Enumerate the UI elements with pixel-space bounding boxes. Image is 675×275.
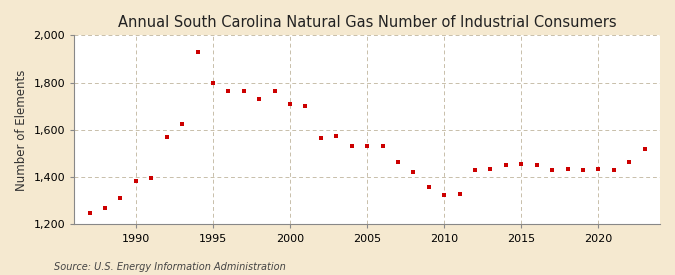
Point bbox=[238, 89, 249, 93]
Point bbox=[408, 170, 418, 175]
Point bbox=[454, 191, 465, 196]
Text: Source: U.S. Energy Information Administration: Source: U.S. Energy Information Administ… bbox=[54, 262, 286, 272]
Point bbox=[639, 147, 650, 151]
Point bbox=[439, 193, 450, 197]
Point bbox=[146, 176, 157, 181]
Point bbox=[578, 168, 589, 172]
Point bbox=[254, 97, 265, 101]
Point bbox=[470, 168, 481, 172]
Point bbox=[377, 144, 388, 149]
Point bbox=[593, 167, 603, 171]
Point bbox=[331, 134, 342, 138]
Point bbox=[531, 163, 542, 167]
Point bbox=[192, 50, 203, 54]
Point bbox=[315, 136, 326, 140]
Point bbox=[500, 163, 511, 167]
Point bbox=[547, 168, 558, 172]
Point bbox=[269, 89, 280, 93]
Point bbox=[346, 144, 357, 149]
Point bbox=[485, 167, 496, 171]
Point bbox=[300, 104, 311, 108]
Point bbox=[624, 160, 634, 164]
Y-axis label: Number of Elements: Number of Elements bbox=[15, 69, 28, 191]
Point bbox=[130, 178, 141, 183]
Point bbox=[393, 160, 404, 164]
Point bbox=[362, 144, 373, 149]
Point bbox=[161, 135, 172, 139]
Point bbox=[177, 122, 188, 126]
Point bbox=[562, 167, 573, 171]
Point bbox=[207, 80, 218, 85]
Point bbox=[100, 206, 111, 211]
Point bbox=[423, 185, 434, 189]
Point bbox=[223, 89, 234, 93]
Point bbox=[516, 162, 526, 166]
Point bbox=[84, 211, 95, 215]
Point bbox=[115, 196, 126, 201]
Point bbox=[608, 168, 619, 172]
Point bbox=[285, 102, 296, 106]
Title: Annual South Carolina Natural Gas Number of Industrial Consumers: Annual South Carolina Natural Gas Number… bbox=[118, 15, 616, 30]
